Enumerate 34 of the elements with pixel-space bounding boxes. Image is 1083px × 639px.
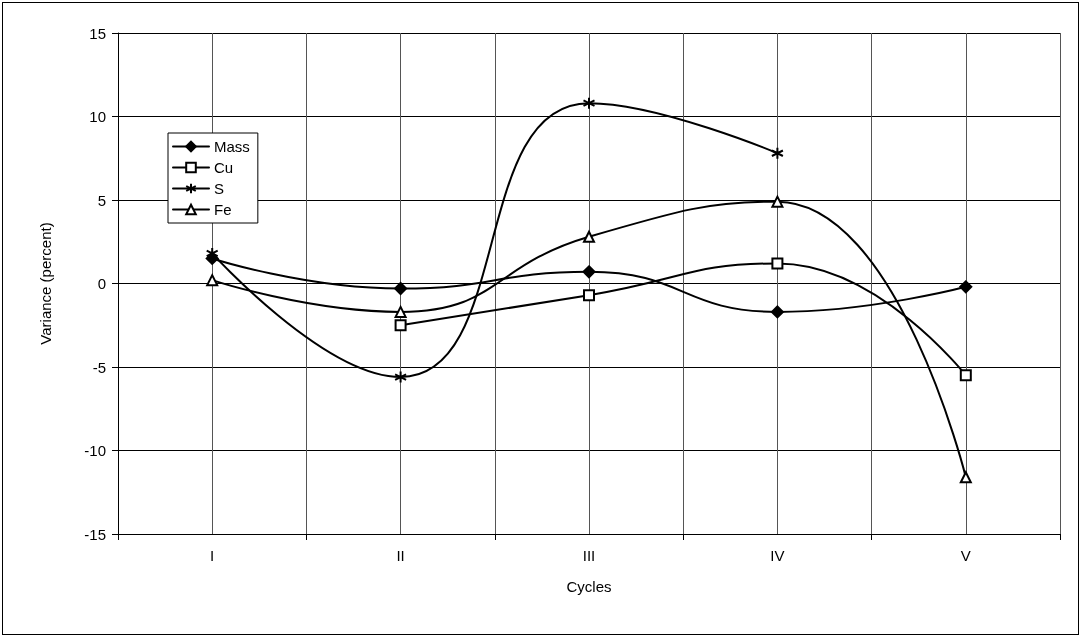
legend-label: Fe (214, 201, 232, 218)
point (394, 282, 408, 296)
point (582, 96, 596, 110)
legend-label: Cu (214, 159, 234, 176)
y-tick-label: 0 (97, 275, 106, 292)
point (583, 230, 595, 243)
y-tick-label: -10 (84, 442, 106, 459)
point (394, 319, 407, 332)
x-tick-label: III (582, 547, 596, 564)
x-tick-label: IV (770, 547, 785, 564)
point (206, 274, 219, 287)
point (583, 289, 595, 302)
x-tick-label: II (396, 547, 405, 564)
y-tick-label: 15 (89, 24, 106, 42)
y-tick-label: 10 (89, 108, 106, 125)
y-tick-label: -5 (92, 358, 106, 376)
x-tick-label: V (960, 547, 971, 564)
point (959, 471, 972, 484)
y-tick-label: -15 (84, 525, 106, 543)
legend-label: S (214, 180, 225, 197)
point (959, 280, 973, 294)
point (394, 305, 407, 318)
point (582, 265, 596, 279)
x-tick-label: I (210, 547, 215, 564)
point (771, 257, 784, 270)
x-axis-title: Cycles (566, 578, 612, 595)
y-axis-title: Variance (percent) (37, 222, 54, 345)
point (394, 370, 408, 384)
point (771, 195, 784, 208)
y-tick-label: 5 (97, 191, 106, 209)
point (770, 305, 784, 319)
point (959, 369, 972, 382)
point (770, 146, 784, 160)
legend-label: Mass (214, 138, 250, 155)
